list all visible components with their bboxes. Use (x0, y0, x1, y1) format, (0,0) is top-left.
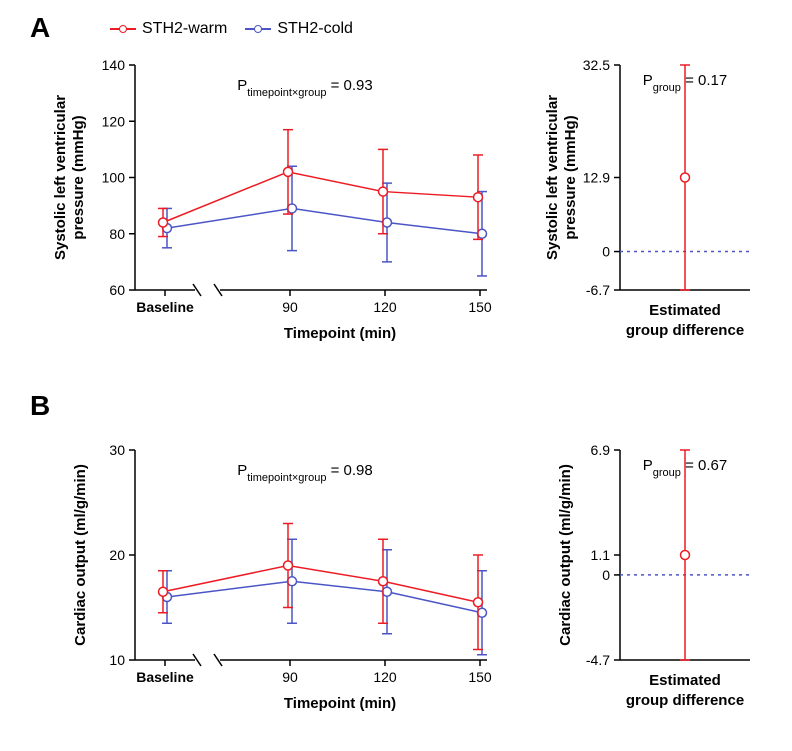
svg-text:Systolic left ventricular: Systolic left ventricular (52, 95, 69, 260)
svg-text:1.1: 1.1 (591, 547, 611, 563)
svg-text:150: 150 (468, 299, 492, 315)
svg-text:-4.7: -4.7 (586, 652, 610, 668)
svg-text:Cardiac output (ml/g/min): Cardiac output (ml/g/min) (557, 464, 574, 646)
svg-text:group difference: group difference (626, 692, 744, 709)
svg-text:0: 0 (602, 244, 610, 260)
svg-text:Estimated: Estimated (649, 672, 721, 689)
svg-text:0: 0 (602, 567, 610, 583)
svg-text:60: 60 (109, 282, 125, 298)
svg-text:150: 150 (468, 669, 492, 685)
svg-text:80: 80 (109, 226, 125, 242)
svg-text:pressure (mmHg): pressure (mmHg) (70, 115, 87, 239)
svg-text:Ptimepoint×group = 0.98: Ptimepoint×group = 0.98 (237, 462, 373, 484)
svg-text:Systolic left ventricular: Systolic left ventricular (544, 95, 561, 260)
svg-text:100: 100 (102, 170, 126, 186)
svg-text:10: 10 (109, 652, 125, 668)
svg-text:120: 120 (373, 299, 397, 315)
svg-text:120: 120 (102, 113, 126, 129)
svg-text:140: 140 (102, 57, 126, 73)
svg-text:group difference: group difference (626, 322, 744, 339)
svg-text:90: 90 (282, 669, 298, 685)
charts-svg: 6080100120140Baseline90120150Systolic le… (0, 0, 792, 751)
svg-text:Timepoint (min): Timepoint (min) (284, 325, 396, 342)
svg-text:120: 120 (373, 669, 397, 685)
svg-text:pressure (mmHg): pressure (mmHg) (562, 115, 579, 239)
panel-label-b: B (30, 390, 50, 422)
svg-text:30: 30 (109, 442, 125, 458)
svg-text:20: 20 (109, 547, 125, 563)
svg-text:12.9: 12.9 (583, 170, 610, 186)
svg-text:Baseline: Baseline (136, 299, 194, 315)
svg-text:32.5: 32.5 (583, 57, 610, 73)
svg-text:6.9: 6.9 (591, 442, 611, 458)
svg-text:Estimated: Estimated (649, 302, 721, 319)
svg-text:Cardiac output (ml/g/min): Cardiac output (ml/g/min) (72, 464, 89, 646)
svg-text:90: 90 (282, 299, 298, 315)
svg-text:Timepoint (min): Timepoint (min) (284, 695, 396, 712)
svg-text:Baseline: Baseline (136, 669, 194, 685)
svg-text:-6.7: -6.7 (586, 282, 610, 298)
svg-text:Ptimepoint×group = 0.93: Ptimepoint×group = 0.93 (237, 77, 373, 99)
